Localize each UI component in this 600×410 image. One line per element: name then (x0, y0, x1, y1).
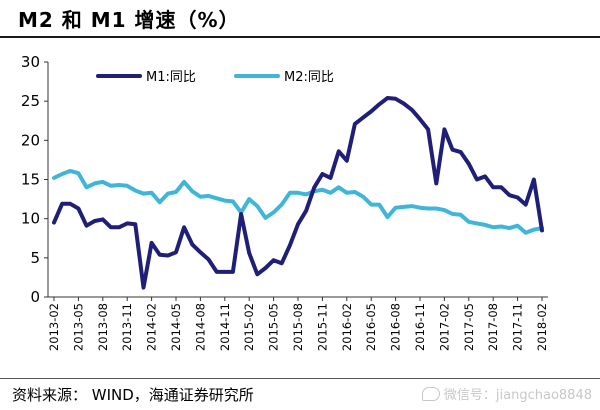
x-tick-label: 2016-11 (413, 303, 427, 351)
x-tick-label: 2014-11 (218, 303, 232, 351)
chart-lines (52, 96, 544, 290)
chart-title: M2 和 M1 增速（%） (18, 8, 240, 32)
x-tick-label: 2014-08 (193, 303, 207, 351)
x-tick-label: 2016-02 (340, 303, 354, 351)
title-divider (0, 36, 600, 38)
x-tick-label: 2015-08 (291, 303, 305, 351)
legend-label-m2: M2:同比 (284, 70, 334, 85)
y-tick-label: 20 (21, 131, 40, 149)
series-m1-line (52, 96, 544, 290)
chart-legend: M1:同比 M2:同比 (96, 70, 334, 85)
x-tick-label: 2016-08 (389, 303, 403, 351)
x-tick-label: 2014-02 (145, 303, 159, 351)
x-tick-label: 2017-02 (437, 303, 451, 351)
wechat-icon (421, 386, 440, 401)
x-tick-label: 2013-11 (120, 303, 134, 351)
y-tick-label: 30 (21, 53, 40, 71)
x-tick-label: 2018-02 (535, 303, 549, 351)
x-tick-label: 2015-05 (267, 303, 281, 351)
source-note: 资料来源： WIND，海通证券研究所 (12, 386, 254, 404)
x-tick-label: 2013-08 (96, 303, 110, 351)
x-tick-label: 2017-05 (462, 303, 476, 351)
watermark-text: 微信号：jiangchao8848 (443, 388, 592, 403)
y-tick-label: 5 (30, 249, 40, 267)
x-tick-label: 2015-02 (242, 303, 256, 351)
footer-divider (0, 378, 600, 379)
x-tick-label: 2014-05 (169, 303, 183, 351)
series-m2-line (52, 168, 544, 235)
watermark: 微信号：jiangchao8848 (421, 384, 592, 403)
y-tick-label: 0 (30, 288, 40, 306)
line-chart: 0 5 10 15 20 25 30 2013-02 2013-05 2013-08 2013-11… (21, 53, 549, 351)
x-tick-label: 2013-05 (71, 303, 85, 351)
x-tick-label: 2017-08 (486, 303, 500, 351)
x-tick-label: 2015-11 (315, 303, 329, 351)
legend-label-m1: M1:同比 (146, 70, 196, 85)
chart-axes: 0 5 10 15 20 25 30 2013-02 2013-05 2013-08 2013-11… (21, 53, 549, 351)
x-tick-label: 2016-05 (364, 303, 378, 351)
y-tick-label: 25 (21, 92, 40, 110)
x-tick-label: 2017-11 (511, 303, 525, 351)
x-tick-label: 2013-02 (47, 303, 61, 351)
y-tick-label: 10 (21, 210, 40, 228)
y-tick-label: 15 (21, 171, 40, 189)
